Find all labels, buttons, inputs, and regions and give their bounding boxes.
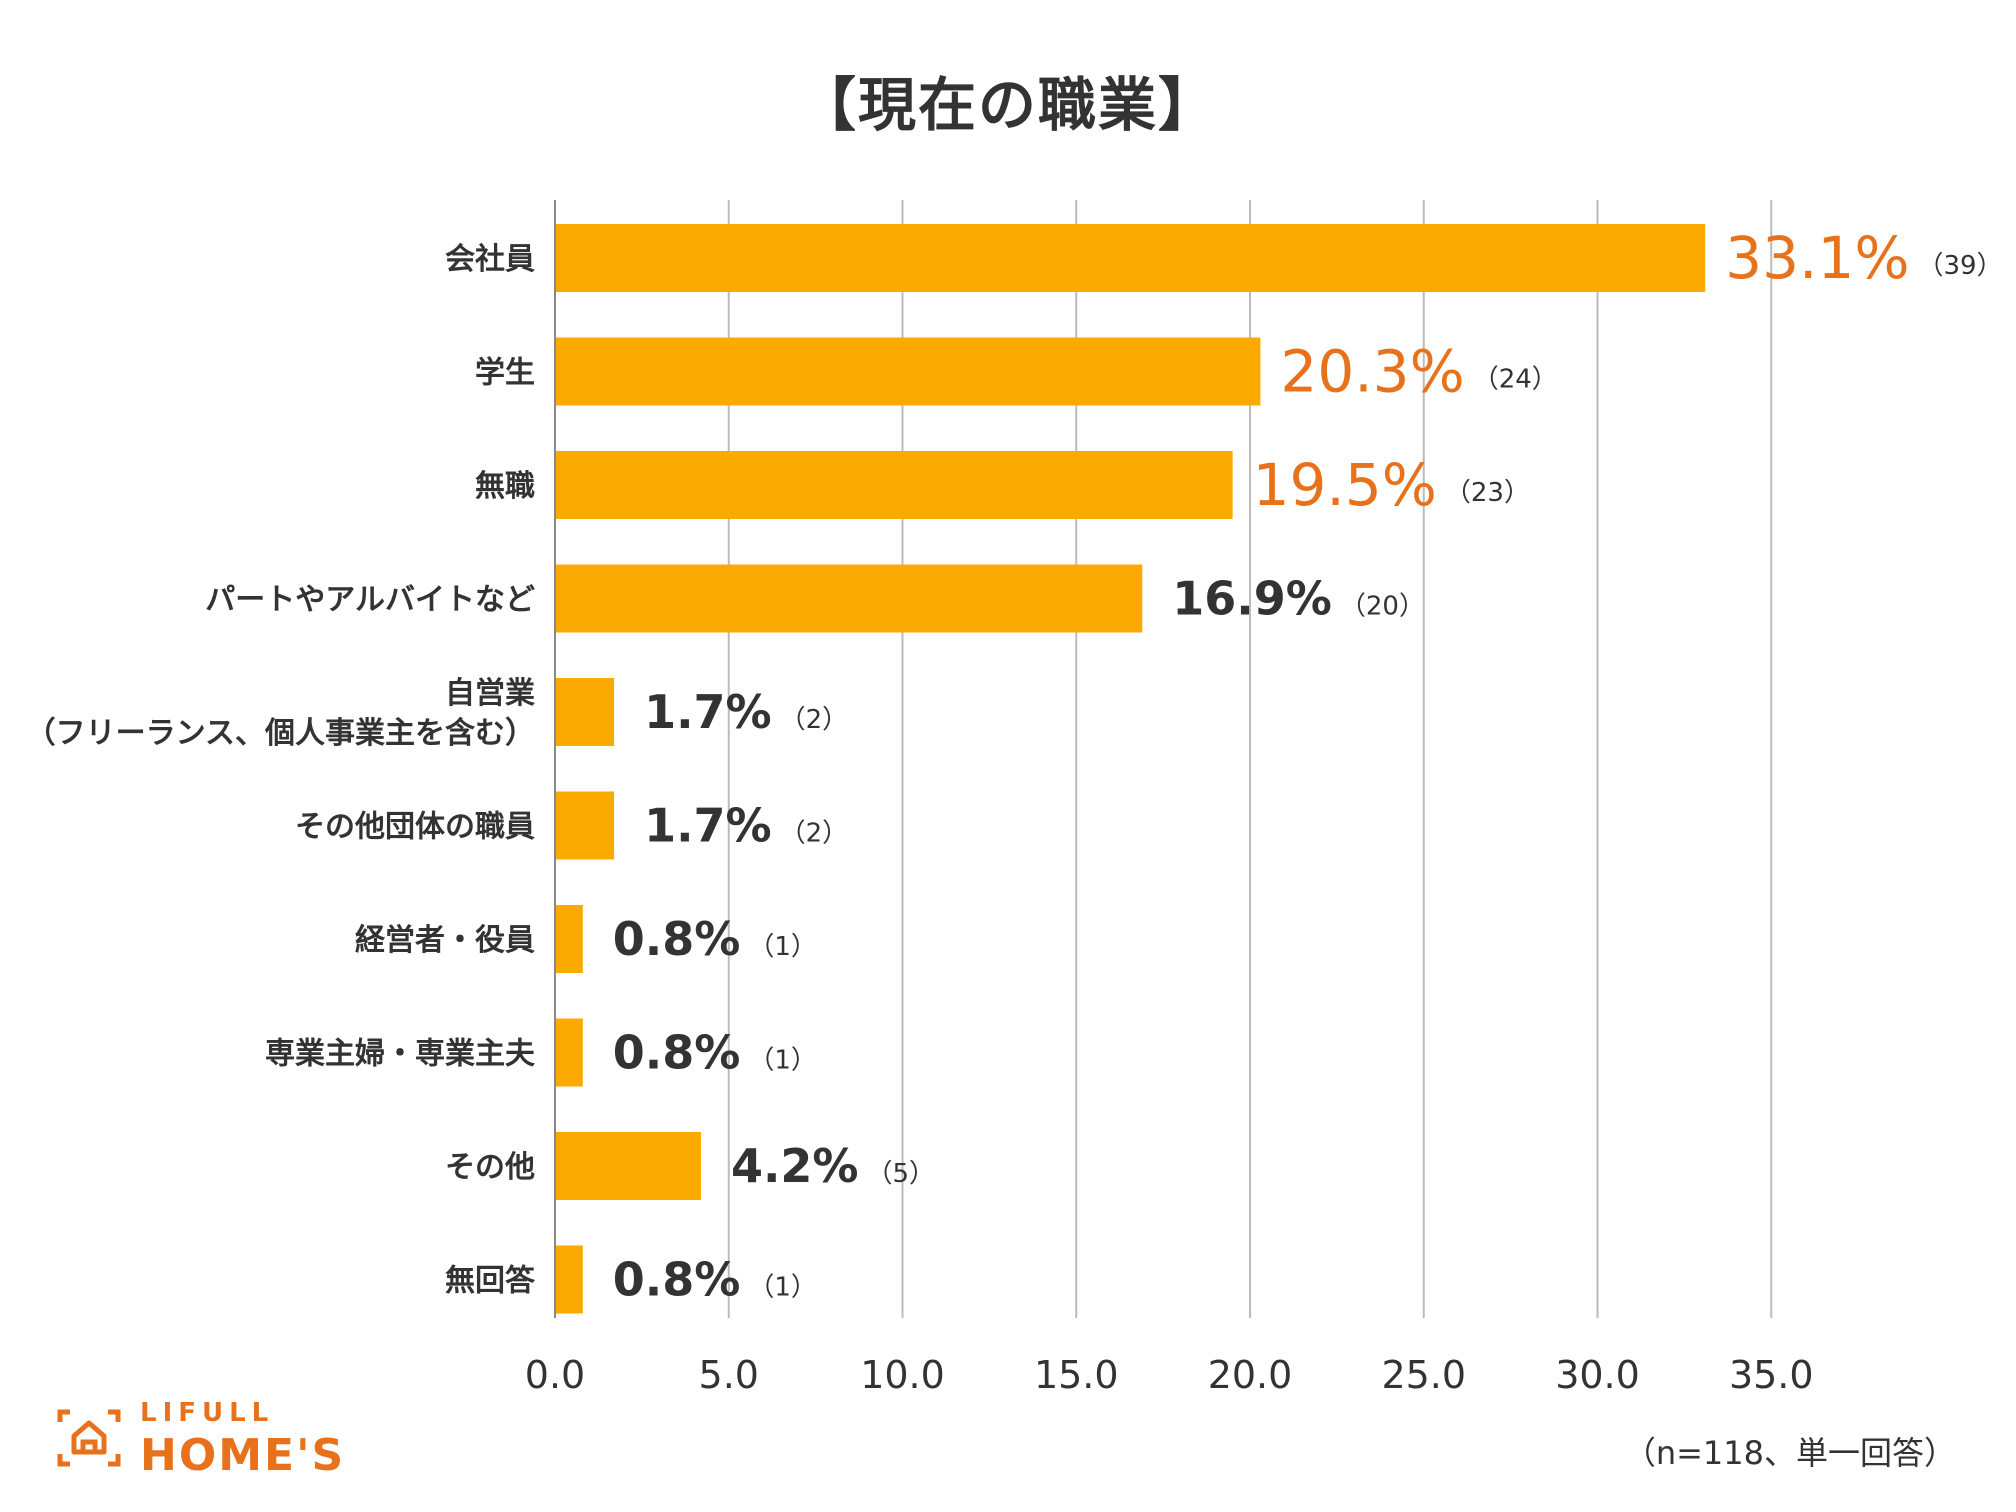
count-label: （1） xyxy=(748,1046,817,1076)
count-label: （1） xyxy=(748,1273,817,1303)
count-label: （24） xyxy=(1473,365,1558,395)
count-label: （2） xyxy=(780,705,849,735)
category-label: 学生 xyxy=(475,356,535,391)
category-label: その他 xyxy=(445,1150,535,1185)
count-label: （39） xyxy=(1917,251,2002,281)
x-tick-label: 15.0 xyxy=(1034,1353,1119,1397)
count-label: （20） xyxy=(1340,592,1425,622)
house-icon xyxy=(57,1409,121,1467)
category-label: 会社員 xyxy=(445,242,535,277)
bar xyxy=(555,451,1233,519)
chart-title: 【現在の職業】 xyxy=(797,71,1218,139)
category-label: 無職 xyxy=(475,469,535,504)
count-label: （2） xyxy=(780,819,849,849)
category-label: パートやアルバイトなど xyxy=(205,583,535,618)
brand-logo: LIFULL HOME'S xyxy=(56,1398,346,1488)
x-tick-label: 25.0 xyxy=(1381,1353,1466,1397)
category-label: 自営業（フリーランス、個人事業主を含む） xyxy=(26,676,535,751)
value-label: 4.2% xyxy=(731,1139,859,1193)
logo-text-top: LIFULL xyxy=(140,1398,275,1428)
x-tick-label: 10.0 xyxy=(860,1353,945,1397)
count-label: （5） xyxy=(867,1159,936,1189)
value-label: 20.3% xyxy=(1280,338,1464,406)
bar xyxy=(555,337,1261,406)
category-label: 無回答 xyxy=(445,1264,536,1299)
bar xyxy=(555,791,615,860)
value-label: 19.5% xyxy=(1253,451,1437,519)
logo-text-bottom: HOME'S xyxy=(140,1430,346,1481)
x-tick-label: 5.0 xyxy=(699,1353,759,1397)
x-tick-label: 20.0 xyxy=(1208,1353,1293,1397)
category-label: 専業主婦・専業主夫 xyxy=(265,1037,536,1072)
bar xyxy=(555,224,1706,292)
bar xyxy=(555,1245,583,1314)
value-label: 1.7% xyxy=(644,685,772,739)
category-label: その他団体の職員 xyxy=(295,810,535,845)
count-label: （23） xyxy=(1445,478,1530,508)
value-label: 33.1% xyxy=(1725,224,1909,292)
category-label: 経営者・役員 xyxy=(355,923,535,958)
sample-note: （n=118、単一回答） xyxy=(1623,1434,1956,1472)
x-tick-label: 35.0 xyxy=(1729,1353,1814,1397)
bar xyxy=(555,1018,583,1087)
x-tick-label: 30.0 xyxy=(1555,1353,1640,1397)
x-tick-label: 0.0 xyxy=(525,1353,585,1397)
value-label: 1.7% xyxy=(644,799,772,853)
count-label: （1） xyxy=(748,932,817,962)
value-label: 0.8% xyxy=(613,1026,741,1080)
value-label: 0.8% xyxy=(613,912,741,966)
value-label: 16.9% xyxy=(1172,572,1332,626)
bar xyxy=(555,905,583,973)
bar xyxy=(555,1132,701,1200)
bar xyxy=(555,678,615,746)
bar xyxy=(555,564,1143,633)
value-label: 0.8% xyxy=(613,1253,741,1307)
